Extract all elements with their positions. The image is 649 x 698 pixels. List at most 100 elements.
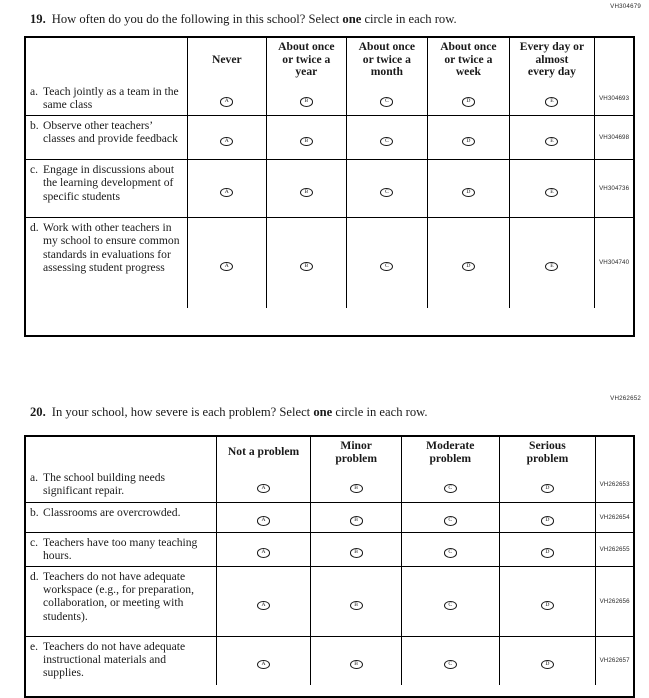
- option-cell[interactable]: A: [216, 468, 312, 503]
- table-header-row: Not a problem Minor problem Moderate probl…: [26, 437, 633, 469]
- table-row: d. Teachers do not have adequate workspac…: [26, 566, 633, 637]
- option-cell[interactable]: B: [310, 532, 402, 568]
- option-bubble-c[interactable]: C: [380, 187, 394, 198]
- response-table-19: Never About once or twice a year About onc…: [24, 36, 635, 337]
- row-letter: c.: [30, 535, 39, 549]
- option-cell[interactable]: D: [499, 532, 597, 568]
- option-cell[interactable]: C: [346, 159, 429, 219]
- option-bubble-e[interactable]: E: [545, 187, 559, 198]
- option-cell[interactable]: A: [187, 115, 268, 161]
- option-bubble-e[interactable]: E: [545, 97, 559, 107]
- option-cell[interactable]: B: [310, 636, 402, 685]
- option-bubble-d[interactable]: D: [461, 136, 475, 147]
- option-bubble-b[interactable]: B: [349, 548, 363, 558]
- row-letter: a.: [30, 84, 39, 98]
- option-bubble-d[interactable]: D: [540, 483, 554, 494]
- row-label: b. Classrooms are overcrowded.: [26, 502, 217, 533]
- option-cell[interactable]: B: [266, 217, 347, 308]
- option-cell[interactable]: A: [187, 217, 268, 308]
- option-cell[interactable]: B: [310, 468, 402, 503]
- option-cell[interactable]: D: [427, 159, 510, 219]
- option-bubble-a[interactable]: A: [220, 261, 234, 272]
- option-bubble-a[interactable]: A: [257, 659, 271, 670]
- row-label-text: Classrooms are overcrowded.: [43, 505, 181, 519]
- option-bubble-d[interactable]: D: [540, 516, 554, 526]
- option-bubble-c[interactable]: C: [443, 548, 457, 558]
- row-label-text: Observe other teachers’ classes and prov…: [43, 119, 178, 146]
- option-cell[interactable]: C: [401, 566, 500, 637]
- option-bubble-d[interactable]: D: [540, 659, 554, 670]
- option-bubble-c[interactable]: C: [443, 516, 457, 526]
- option-cell[interactable]: D: [499, 468, 597, 503]
- option-bubble-d[interactable]: D: [540, 548, 554, 558]
- column-header-serious-problem: Serious problem: [499, 437, 597, 469]
- option-bubble-d[interactable]: D: [540, 600, 554, 610]
- option-bubble-a[interactable]: A: [257, 483, 271, 494]
- option-bubble-b[interactable]: B: [299, 187, 313, 198]
- option-cell[interactable]: C: [346, 217, 429, 308]
- option-cell[interactable]: C: [346, 115, 429, 161]
- option-cell[interactable]: B: [310, 566, 402, 637]
- option-cell[interactable]: D: [427, 81, 510, 117]
- option-cell[interactable]: E: [509, 115, 596, 161]
- table-header-19: Never About once or twice a year About onc…: [26, 38, 633, 82]
- option-bubble-a[interactable]: A: [257, 600, 271, 610]
- option-bubble-a[interactable]: A: [257, 516, 271, 526]
- option-bubble-c[interactable]: C: [443, 600, 457, 610]
- option-cell[interactable]: D: [427, 115, 510, 161]
- option-bubble-b[interactable]: B: [299, 136, 313, 147]
- option-cell[interactable]: A: [216, 532, 312, 568]
- column-header-every-day: Every day or almost every day: [509, 38, 596, 82]
- table-header-row: Never About once or twice a year About onc…: [26, 38, 633, 82]
- option-bubble-b[interactable]: B: [299, 261, 313, 272]
- option-cell[interactable]: C: [346, 81, 429, 117]
- column-header-never: Never: [187, 38, 268, 82]
- option-bubble-b[interactable]: B: [349, 483, 363, 494]
- column-header-once-twice-month: About once or twice a month: [346, 38, 429, 82]
- option-cell[interactable]: D: [499, 502, 597, 533]
- option-bubble-b[interactable]: B: [299, 97, 313, 107]
- option-bubble-c[interactable]: C: [380, 261, 394, 272]
- option-bubble-b[interactable]: B: [349, 659, 363, 670]
- option-cell[interactable]: C: [401, 468, 500, 503]
- option-bubble-a[interactable]: A: [220, 187, 234, 198]
- option-cell[interactable]: C: [401, 502, 500, 533]
- option-bubble-b[interactable]: B: [349, 600, 363, 610]
- option-bubble-e[interactable]: E: [545, 136, 559, 147]
- question-text-before-19: How often do you do the following in thi…: [51, 12, 343, 26]
- option-cell[interactable]: B: [310, 502, 402, 533]
- option-cell[interactable]: D: [499, 566, 597, 637]
- option-bubble-d[interactable]: D: [461, 97, 475, 107]
- option-cell[interactable]: E: [509, 81, 596, 117]
- option-bubble-a[interactable]: A: [257, 548, 271, 558]
- option-cell[interactable]: A: [187, 159, 268, 219]
- row-label-text: Teachers do not have adequate instructio…: [43, 640, 186, 680]
- option-cell[interactable]: E: [509, 217, 596, 308]
- option-cell[interactable]: B: [266, 115, 347, 161]
- option-cell[interactable]: B: [266, 159, 347, 219]
- option-bubble-a[interactable]: A: [220, 97, 234, 107]
- option-bubble-b[interactable]: B: [349, 516, 363, 526]
- option-cell[interactable]: D: [499, 636, 597, 685]
- option-cell[interactable]: C: [401, 636, 500, 685]
- option-bubble-d[interactable]: D: [461, 261, 475, 272]
- response-table-20: Not a problem Minor problem Moderate probl…: [24, 435, 635, 698]
- option-bubble-c[interactable]: C: [380, 136, 394, 147]
- option-bubble-c[interactable]: C: [443, 659, 457, 670]
- option-cell[interactable]: C: [401, 532, 500, 568]
- option-bubble-c[interactable]: C: [380, 97, 394, 107]
- option-bubble-a[interactable]: A: [220, 136, 234, 147]
- option-bubble-d[interactable]: D: [461, 187, 475, 198]
- row-label: b. Observe other teachers’ classes and pr…: [26, 115, 188, 161]
- option-bubble-c[interactable]: C: [443, 483, 457, 494]
- option-bubble-e[interactable]: E: [545, 261, 559, 272]
- option-cell[interactable]: D: [427, 217, 510, 308]
- option-cell[interactable]: A: [216, 502, 312, 533]
- option-cell[interactable]: A: [216, 636, 312, 685]
- column-header-once-twice-year: About once or twice a year: [266, 38, 347, 82]
- option-cell[interactable]: B: [266, 81, 347, 117]
- option-cell[interactable]: E: [509, 159, 596, 219]
- option-cell[interactable]: A: [187, 81, 268, 117]
- option-cell[interactable]: A: [216, 566, 312, 637]
